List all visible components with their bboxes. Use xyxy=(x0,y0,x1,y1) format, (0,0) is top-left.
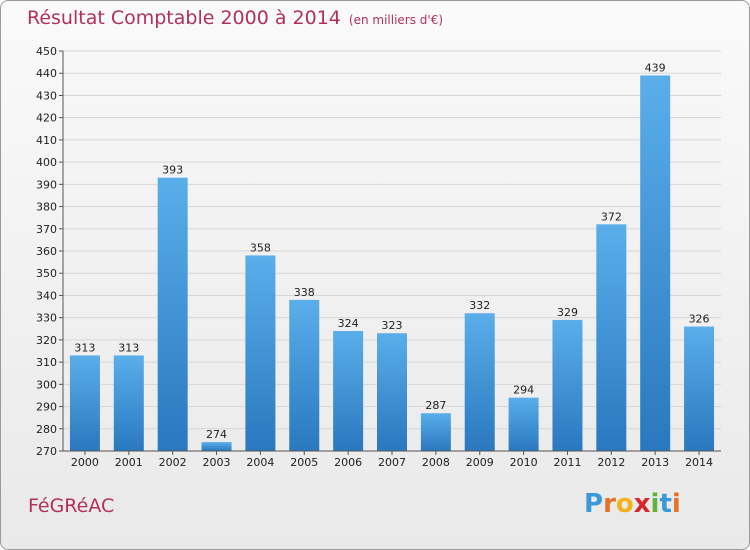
bar xyxy=(289,299,320,451)
y-tick-label: 280 xyxy=(36,423,57,436)
y-tick-label: 300 xyxy=(36,378,57,391)
bar xyxy=(596,224,627,451)
x-tick-label: 2010 xyxy=(510,456,538,469)
data-label: 326 xyxy=(689,313,710,326)
y-tick-label: 360 xyxy=(36,245,57,258)
logo-letter: o xyxy=(615,489,634,519)
bar xyxy=(333,331,364,451)
data-label: 287 xyxy=(425,399,446,412)
chart-subtitle: (en milliers d'€) xyxy=(348,13,444,27)
data-label: 332 xyxy=(469,299,490,312)
commune-name: FéGRéAC xyxy=(28,495,115,517)
bar xyxy=(245,255,276,451)
y-tick-label: 430 xyxy=(36,89,57,102)
x-tick-label: 2007 xyxy=(378,456,406,469)
x-tick-label: 2001 xyxy=(115,456,143,469)
x-tick-label: 2012 xyxy=(597,456,625,469)
chart-title: Résultat Comptable 2000 à 2014 (en millie… xyxy=(27,7,443,29)
y-tick-label: 340 xyxy=(36,289,57,302)
bar xyxy=(69,355,100,451)
bar xyxy=(420,413,451,451)
y-tick-label: 350 xyxy=(36,267,57,280)
x-tick-label: 2011 xyxy=(553,456,581,469)
data-label: 358 xyxy=(250,241,271,254)
x-tick-label: 2000 xyxy=(71,456,99,469)
y-tick-label: 370 xyxy=(36,223,57,236)
x-tick-label: 2005 xyxy=(290,456,318,469)
proxiti-logo: Proxiti xyxy=(584,489,681,519)
y-tick-label: 440 xyxy=(36,67,57,80)
y-tick-label: 420 xyxy=(36,112,57,125)
chart-title-text: Résultat Comptable 2000 à 2014 xyxy=(27,7,341,29)
x-tick-label: 2014 xyxy=(685,456,713,469)
bar xyxy=(464,313,495,451)
data-label: 313 xyxy=(74,341,95,354)
y-tick-label: 320 xyxy=(36,334,57,347)
data-label: 439 xyxy=(645,61,666,74)
logo-letter: x xyxy=(633,489,651,519)
data-label: 313 xyxy=(118,341,139,354)
bar xyxy=(377,333,407,451)
x-tick-label: 2003 xyxy=(203,456,231,469)
y-tick-label: 380 xyxy=(36,201,57,214)
y-tick-label: 330 xyxy=(36,312,57,325)
bar xyxy=(113,355,144,451)
bar xyxy=(508,397,539,451)
bar xyxy=(201,442,232,451)
logo-letter: r xyxy=(603,489,616,519)
x-tick-label: 2009 xyxy=(466,456,494,469)
y-tick-label: 410 xyxy=(36,134,57,147)
data-label: 323 xyxy=(382,319,403,332)
data-label: 329 xyxy=(557,306,578,319)
logo-letter: i xyxy=(671,489,681,519)
bar xyxy=(640,75,671,451)
x-tick-label: 2013 xyxy=(641,456,669,469)
data-label: 274 xyxy=(206,428,227,441)
y-tick-label: 390 xyxy=(36,178,57,191)
y-tick-label: 310 xyxy=(36,356,57,369)
data-label: 324 xyxy=(338,317,359,330)
data-label: 338 xyxy=(294,286,315,299)
data-label: 393 xyxy=(162,164,183,177)
y-tick-label: 450 xyxy=(36,45,57,58)
x-tick-label: 2006 xyxy=(334,456,362,469)
y-tick-label: 270 xyxy=(36,445,57,458)
logo-letter: P xyxy=(584,489,604,519)
data-label: 372 xyxy=(601,210,622,223)
x-tick-label: 2008 xyxy=(422,456,450,469)
x-tick-label: 2002 xyxy=(159,456,187,469)
bar xyxy=(157,177,188,451)
data-label: 294 xyxy=(513,384,534,397)
y-tick-label: 290 xyxy=(36,401,57,414)
x-tick-label: 2004 xyxy=(246,456,274,469)
logo-letter: i xyxy=(650,489,660,519)
y-tick-label: 400 xyxy=(36,156,57,169)
bar xyxy=(552,319,583,451)
logo-letter: t xyxy=(659,489,672,519)
bar xyxy=(684,326,715,451)
